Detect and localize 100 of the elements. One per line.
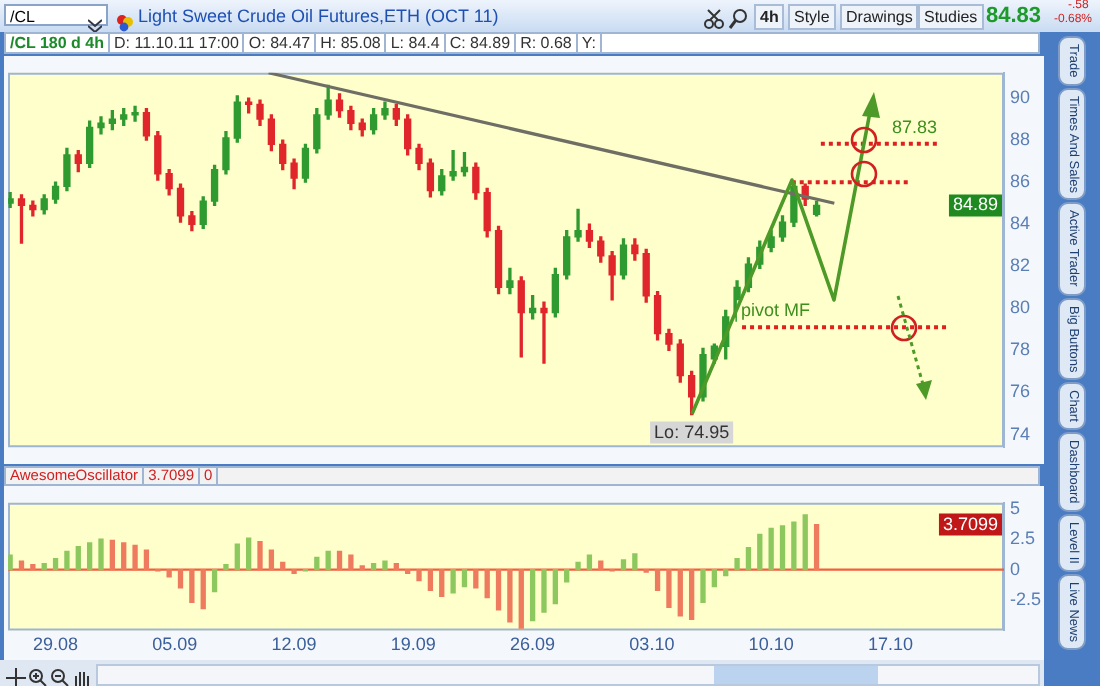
bar [564, 568, 570, 583]
annotation: pivot MF [740, 300, 811, 321]
annotation: 87.83 [892, 116, 938, 137]
y-tick-label: 86 [1010, 171, 1031, 192]
bar [348, 554, 354, 571]
bar [370, 562, 377, 571]
bar [177, 568, 184, 589]
bar [257, 541, 263, 571]
y-tick-label: 88 [1010, 129, 1031, 150]
bar [552, 568, 558, 605]
bar [109, 539, 116, 571]
bar [632, 553, 638, 571]
bar [314, 556, 320, 571]
bar [586, 554, 593, 571]
bar [575, 561, 581, 571]
bar [234, 543, 240, 571]
bar [757, 533, 763, 571]
text: 4h [754, 4, 785, 30]
candlestick [540, 301, 548, 364]
bar [711, 568, 718, 588]
text: Drawings [840, 4, 919, 30]
bar [813, 523, 820, 571]
text: /CL [10, 8, 35, 26]
bar [246, 537, 252, 571]
bar [495, 568, 502, 611]
bar [8, 554, 13, 571]
text: /CL 180 d 4h [6, 34, 110, 52]
candlestick [449, 149, 457, 181]
x-tick-label: 03.10 [629, 634, 675, 655]
bar [64, 550, 70, 571]
bar [654, 568, 661, 591]
bar [427, 568, 434, 591]
bar [200, 568, 206, 610]
x-tick-label: 05.09 [152, 634, 198, 655]
text: L: 84.4 [386, 34, 446, 52]
bar [166, 568, 172, 578]
bar [620, 559, 627, 571]
chart-title: Light Sweet Crude Oil Futures,ETH (OCT 11) [138, 4, 499, 28]
bar [336, 550, 343, 571]
bar [484, 568, 490, 599]
bar [700, 568, 706, 604]
y-tick-label: 90 [1010, 87, 1031, 108]
y-tick-label: 78 [1010, 339, 1031, 360]
annotation: 84.89 [952, 194, 999, 215]
x-tick-label: 17.10 [867, 634, 913, 655]
bar [325, 550, 331, 571]
bar [291, 568, 297, 574]
bar [802, 514, 808, 571]
text: D: 11.10.11 17:00 [109, 34, 245, 52]
bar [30, 564, 36, 571]
bar [211, 568, 218, 593]
y-tick-label: 5 [1010, 497, 1021, 518]
y-tick-label: 82 [1010, 255, 1031, 276]
bar [75, 545, 81, 571]
y-tick-label: 76 [1010, 381, 1031, 402]
text: Style [788, 4, 836, 30]
bar [666, 568, 672, 608]
bar [518, 568, 524, 629]
bar [745, 547, 752, 571]
bar [529, 568, 536, 622]
bar [405, 568, 411, 574]
bar [86, 542, 93, 571]
y-tick-label: 84 [1010, 213, 1031, 234]
bar [677, 568, 683, 617]
bar [450, 568, 456, 594]
bar [734, 558, 740, 571]
bar [121, 542, 127, 571]
bar [52, 558, 59, 571]
text: H: 85.08 [316, 34, 387, 52]
bar [18, 560, 25, 571]
x-tick-label: 26.09 [510, 634, 556, 655]
bar [461, 568, 468, 588]
bar [189, 568, 195, 604]
candlestick [574, 208, 582, 242]
x-tick-label: 12.09 [271, 634, 317, 655]
annotation: 3.7099 [942, 513, 999, 534]
text: R: 0.68 [516, 34, 578, 52]
text: Y: [577, 34, 602, 52]
bar [382, 560, 388, 571]
bar [132, 544, 138, 571]
y-tick-label: 0 [1010, 558, 1021, 579]
bar [779, 525, 786, 571]
text: O: 84.47 [244, 34, 317, 52]
candlestick [131, 105, 139, 122]
bar [688, 568, 695, 621]
annotation: Lo: 74.95 [654, 421, 730, 442]
bar [598, 560, 604, 571]
bar [98, 538, 104, 571]
bar [268, 549, 275, 571]
text: Studies [918, 4, 984, 30]
bar [541, 568, 547, 613]
y-tick-label: 80 [1010, 297, 1031, 318]
y-tick-label: 74 [1010, 423, 1031, 444]
y-tick-label: 2.5 [1010, 528, 1036, 549]
text: 84.83 [986, 2, 1042, 30]
bar [359, 565, 365, 571]
bar [791, 521, 797, 571]
bar [768, 527, 774, 571]
x-tick-label: 29.08 [33, 634, 79, 655]
bar [439, 568, 445, 598]
